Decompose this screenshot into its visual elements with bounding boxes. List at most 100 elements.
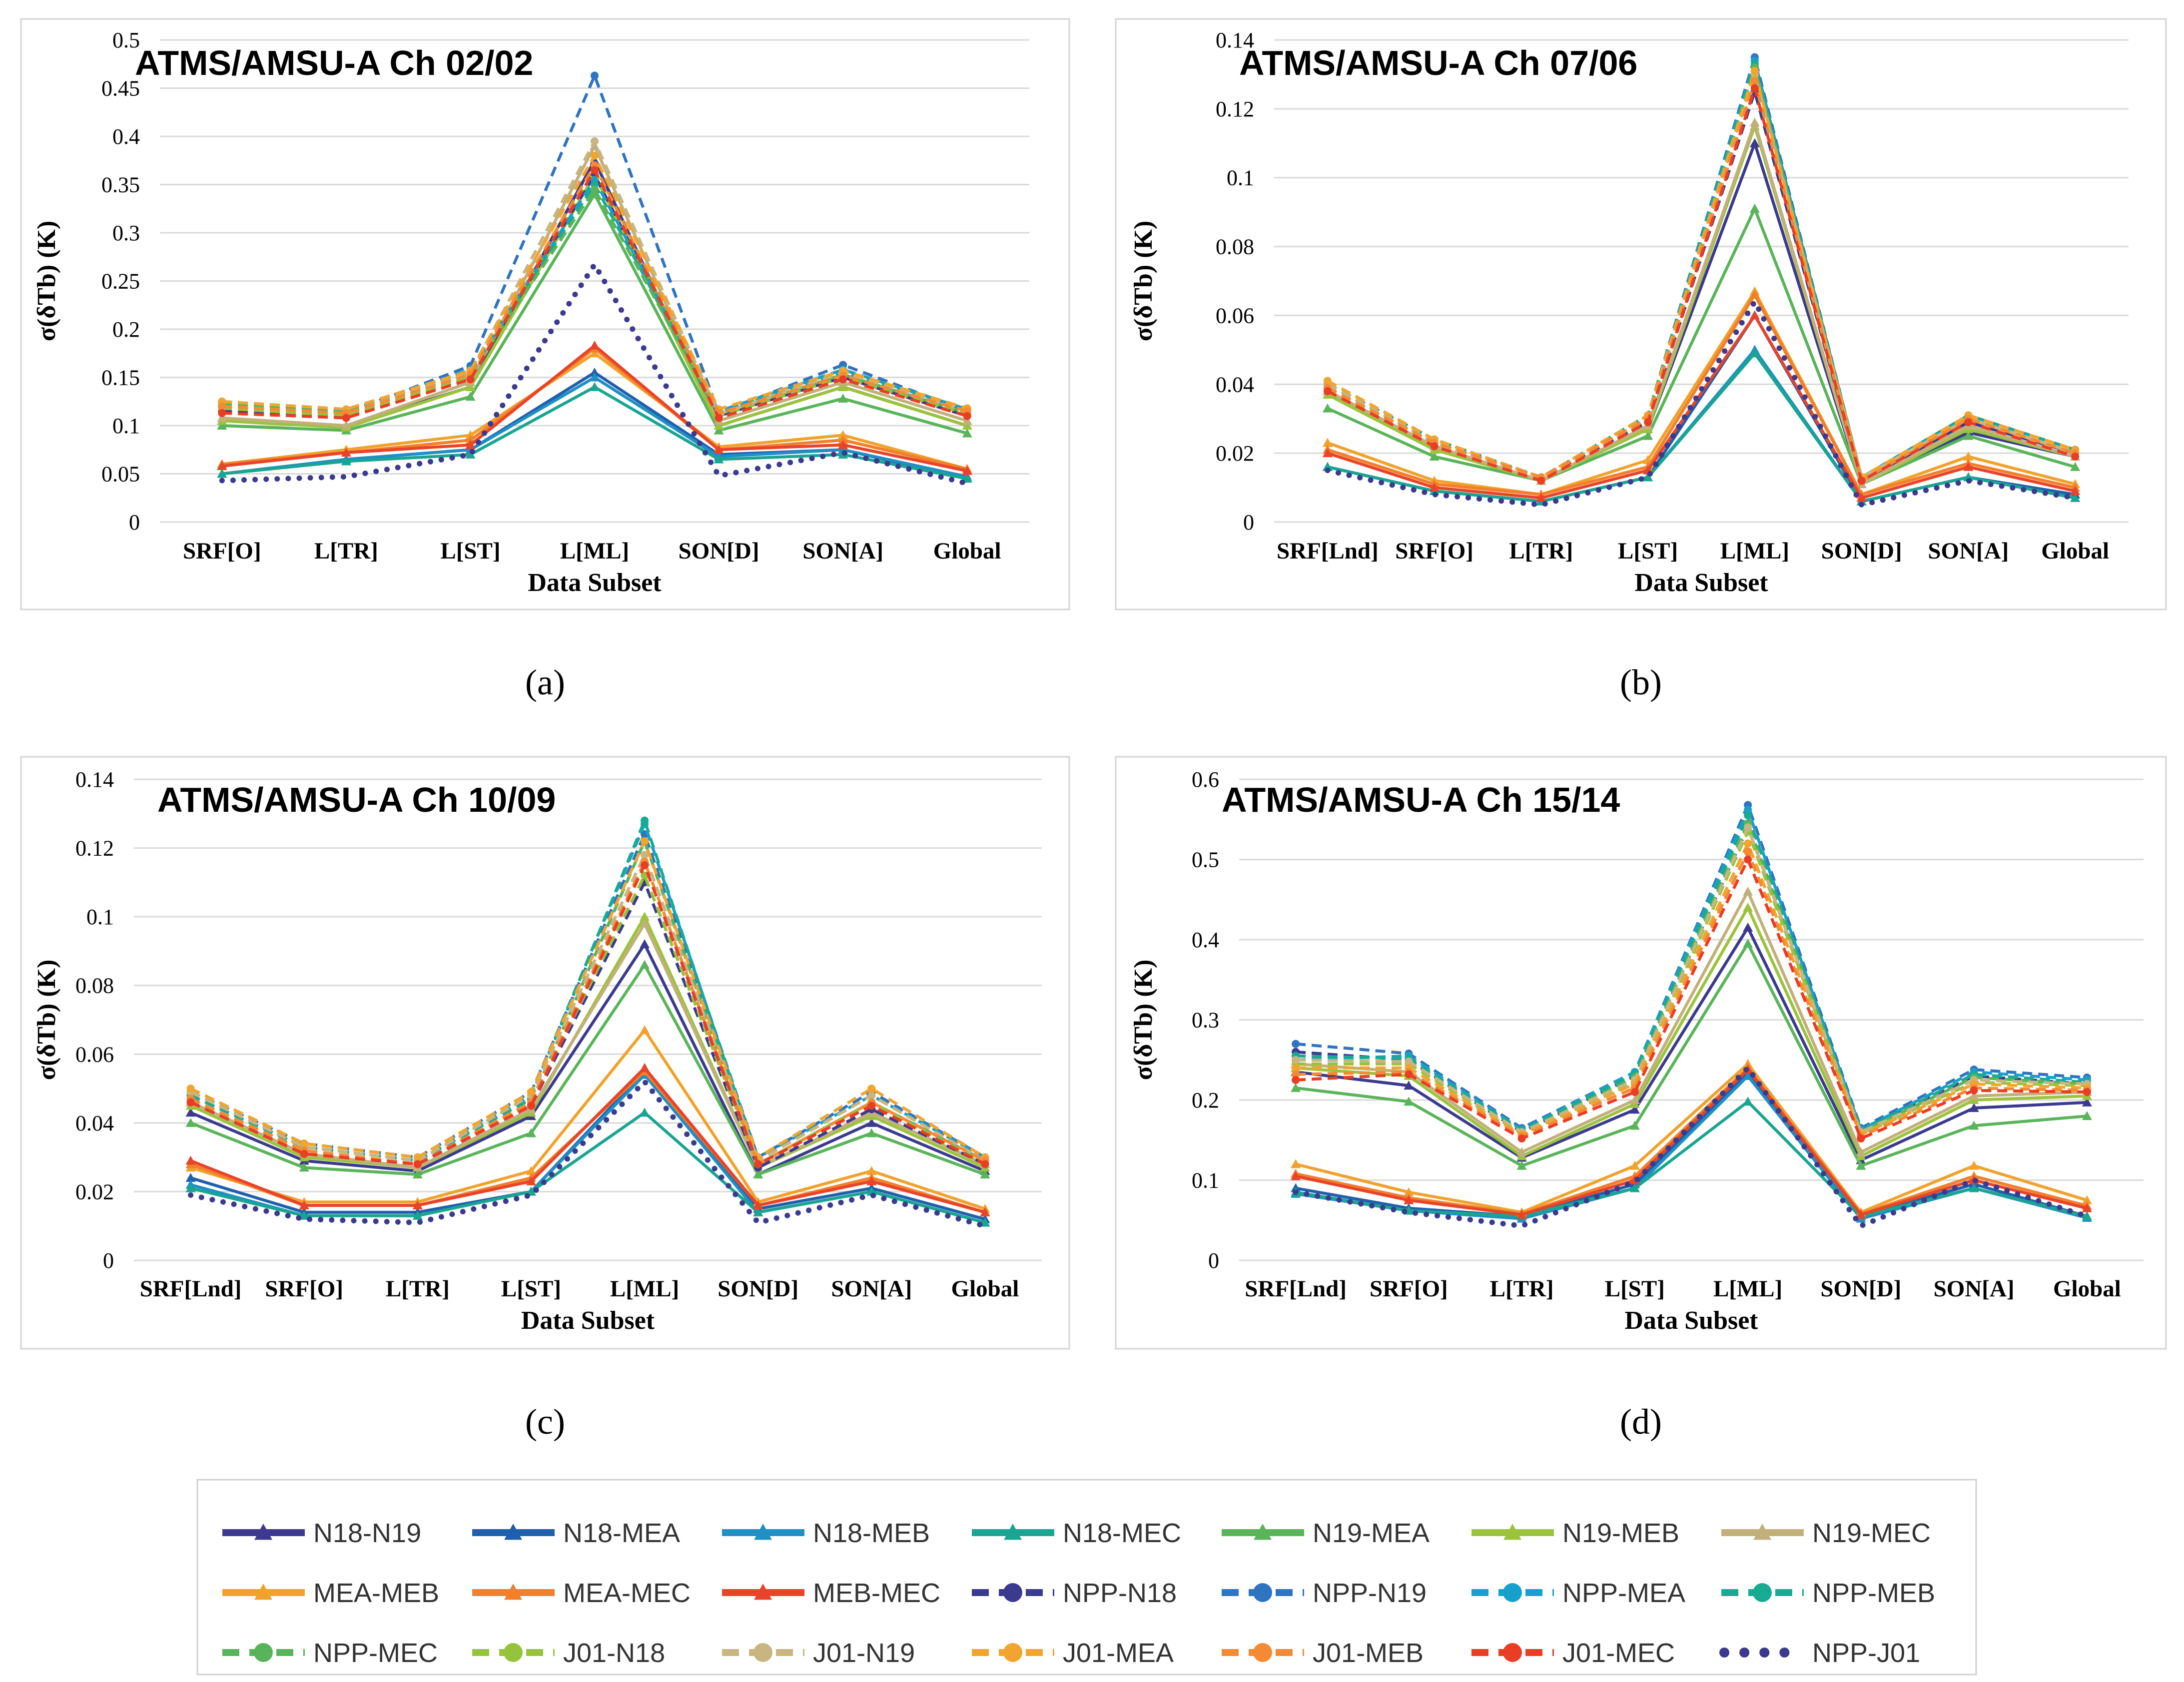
y-tick-label: 0.06	[1216, 303, 1254, 328]
data-point	[1322, 403, 1333, 413]
y-axis-title: σ(δTb) (K)	[32, 221, 61, 342]
series-line-NPP-J01	[1293, 1065, 2090, 1229]
y-tick-label: 0.3	[112, 221, 140, 245]
data-point	[527, 1088, 535, 1096]
data-point	[526, 1166, 536, 1175]
data-point	[962, 421, 972, 430]
data-point	[591, 71, 599, 80]
panel-frame	[20, 18, 1070, 610]
x-tick-label: SRF[Lnd]	[1277, 538, 1379, 564]
data-point	[185, 1155, 196, 1165]
y-tick-label: 0.3	[1192, 1008, 1219, 1033]
series-line-NPP-J01	[219, 262, 970, 487]
series-line-N18-N19	[190, 943, 986, 1176]
series-line-J01-N19	[1296, 826, 2087, 1134]
data-point	[590, 141, 600, 150]
panel-frame	[1115, 756, 2167, 1350]
x-tick-label: SRF[O]	[183, 538, 261, 564]
x-tick-label: SRF[Lnd]	[140, 1276, 242, 1302]
legend-label: NPP-MEA	[1562, 1578, 1685, 1608]
data-point	[838, 382, 848, 391]
legend-item-NPP-N19: NPP-N19	[1222, 1578, 1427, 1608]
data-point	[838, 440, 848, 449]
data-point	[466, 375, 475, 384]
x-tick-label: L[ML]	[1720, 538, 1789, 564]
y-tick-label: 0.1	[1227, 166, 1254, 190]
data-point	[527, 1102, 535, 1110]
data-point	[1969, 1091, 1979, 1100]
data-point	[2082, 1195, 2092, 1204]
panel-caption: (a)	[525, 662, 565, 702]
legend-swatch-marker	[1253, 1643, 1272, 1662]
data-point	[1857, 1134, 1865, 1143]
data-point	[641, 851, 649, 859]
series-line-NPP-MEB	[1327, 62, 2076, 479]
data-point	[2083, 1088, 2091, 1096]
data-point	[838, 430, 848, 440]
legend: N18-N19 N18-MEA N18-MEB N18-MEC N19-MEA N19-M…	[196, 1479, 1977, 1676]
data-point	[1749, 138, 1760, 147]
x-axis-title: Data Subset	[521, 1306, 655, 1335]
chart-title: ATMS/AMSU-A Ch 10/09	[157, 780, 556, 819]
data-point	[1749, 310, 1760, 320]
legend-label: N19-MEA	[1313, 1518, 1430, 1548]
series-line-J01-MEA	[190, 839, 986, 1159]
data-point	[591, 166, 599, 174]
data-point	[1856, 1160, 1866, 1170]
y-tick-label: 0.06	[75, 1042, 114, 1067]
data-point	[2071, 453, 2080, 461]
data-point	[2082, 1097, 2092, 1107]
data-point	[1516, 1209, 1527, 1219]
data-point	[640, 939, 650, 949]
data-point	[1749, 203, 1760, 213]
data-point	[1743, 1097, 1753, 1106]
data-point	[341, 456, 351, 466]
data-point	[1969, 1183, 1979, 1192]
data-point	[465, 440, 476, 449]
data-point	[1292, 1056, 1300, 1064]
x-axis-title: Data Subset	[528, 568, 662, 597]
data-point	[640, 912, 650, 921]
data-point	[1970, 1086, 1978, 1095]
data-point	[1749, 290, 1760, 299]
data-point	[1322, 462, 1333, 471]
legend-swatch-marker	[1254, 1524, 1272, 1540]
data-point	[1743, 902, 1753, 912]
x-tick-label: SRF[Lnd]	[1245, 1276, 1347, 1302]
x-tick-label: SON[D]	[1820, 1276, 1901, 1302]
legend-swatch-marker	[1004, 1524, 1022, 1540]
data-point	[867, 1085, 876, 1093]
series-line-MEA-MEB	[190, 1029, 986, 1210]
series-line-J01-MEA	[1296, 842, 2087, 1136]
data-point	[591, 185, 599, 194]
data-point	[185, 1183, 196, 1192]
legend-swatch-marker	[1753, 1583, 1772, 1602]
legend-label: NPP-N18	[1063, 1578, 1177, 1608]
series-line-J01-MEB	[1327, 79, 2076, 483]
chart-panel-c: 0 0.02 0.04 0.06 0.08 0.1 0.12 0.14 SRF[Lnd] SRF[…	[20, 756, 1070, 1350]
y-tick-label: 0.15	[101, 366, 140, 390]
data-point	[866, 1118, 877, 1127]
data-point	[866, 1166, 877, 1175]
data-point	[1750, 84, 1759, 92]
data-point	[526, 1128, 536, 1137]
legend-label: NPP-MEB	[1812, 1578, 1935, 1608]
data-point	[412, 1210, 423, 1220]
data-point	[1750, 77, 1759, 85]
data-point	[1749, 117, 1760, 127]
data-point	[465, 382, 476, 391]
data-point	[1322, 438, 1333, 447]
chart-panel-b: 0 0.02 0.04 0.06 0.08 0.1 0.12 0.14 SRF[Lnd] SRF[…	[1115, 18, 2167, 610]
series-line-N18-N19	[1295, 926, 2088, 1162]
data-point	[1744, 847, 1752, 856]
y-tick-label: 0.12	[75, 836, 114, 861]
legend-item-N18-MEA: N18-MEA	[472, 1518, 680, 1548]
data-point	[185, 1108, 196, 1117]
data-point	[590, 340, 600, 350]
x-tick-label: SON[A]	[1928, 538, 2009, 564]
series-line-N18-MEC	[1327, 352, 2076, 503]
x-tick-label: SRF[O]	[1395, 538, 1473, 564]
data-point	[342, 414, 350, 422]
chart-title: ATMS/AMSU-A Ch 15/14	[1222, 780, 1620, 819]
panel-caption: (b)	[1620, 662, 1662, 702]
